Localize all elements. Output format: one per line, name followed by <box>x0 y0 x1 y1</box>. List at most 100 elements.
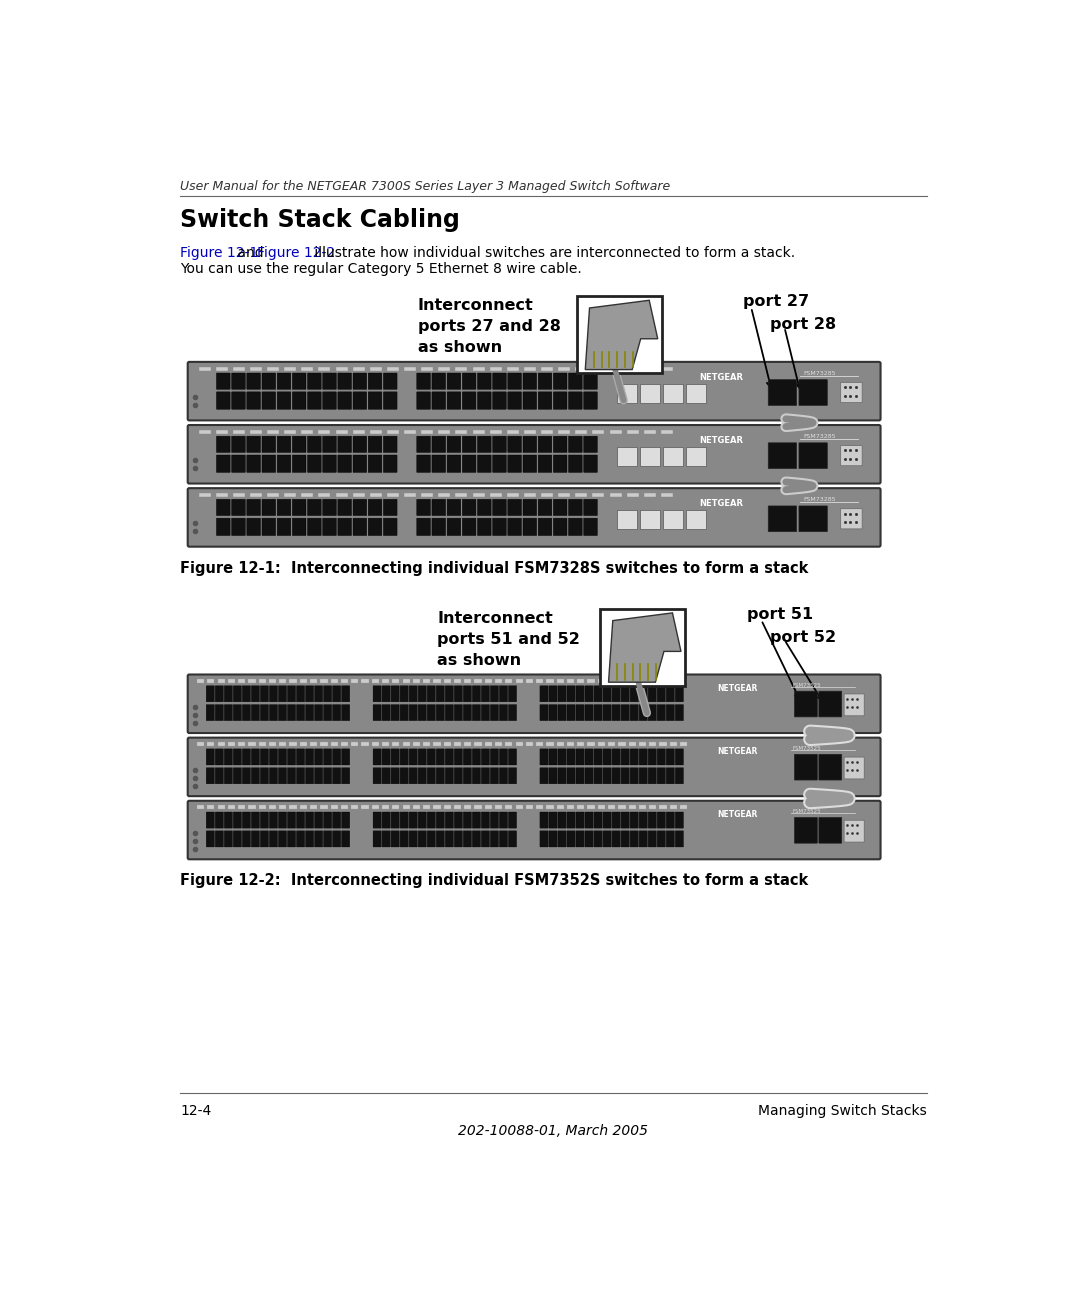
FancyBboxPatch shape <box>462 499 476 516</box>
FancyBboxPatch shape <box>540 767 549 784</box>
Bar <box>649 743 657 746</box>
Bar <box>556 743 564 746</box>
FancyBboxPatch shape <box>523 518 537 535</box>
FancyBboxPatch shape <box>436 813 445 828</box>
FancyBboxPatch shape <box>576 749 584 765</box>
FancyBboxPatch shape <box>630 705 638 721</box>
FancyBboxPatch shape <box>383 373 397 389</box>
FancyBboxPatch shape <box>583 437 597 452</box>
FancyBboxPatch shape <box>549 686 557 702</box>
Bar <box>485 743 491 746</box>
Text: Interconnect
ports 51 and 52
as shown: Interconnect ports 51 and 52 as shown <box>437 610 580 667</box>
FancyBboxPatch shape <box>260 831 269 848</box>
FancyBboxPatch shape <box>675 686 684 702</box>
Bar <box>629 805 636 809</box>
Bar <box>413 679 420 683</box>
Text: port 27: port 27 <box>743 294 810 310</box>
Bar <box>680 679 687 683</box>
Bar <box>280 679 286 683</box>
FancyBboxPatch shape <box>382 686 390 702</box>
Bar <box>567 743 575 746</box>
FancyBboxPatch shape <box>269 705 278 721</box>
FancyBboxPatch shape <box>338 437 351 452</box>
Bar <box>289 679 297 683</box>
FancyBboxPatch shape <box>686 511 706 529</box>
FancyBboxPatch shape <box>233 813 242 828</box>
Bar <box>353 367 365 371</box>
Bar <box>197 743 204 746</box>
FancyBboxPatch shape <box>576 686 584 702</box>
FancyBboxPatch shape <box>462 437 476 452</box>
Bar <box>310 743 318 746</box>
FancyBboxPatch shape <box>323 749 332 765</box>
FancyBboxPatch shape <box>509 705 516 721</box>
Bar <box>233 492 245 498</box>
Bar <box>372 743 379 746</box>
Polygon shape <box>585 301 658 369</box>
Bar <box>444 805 450 809</box>
Bar <box>577 679 584 683</box>
FancyBboxPatch shape <box>293 391 306 410</box>
FancyBboxPatch shape <box>455 749 462 765</box>
FancyBboxPatch shape <box>463 831 472 848</box>
FancyBboxPatch shape <box>840 446 862 465</box>
FancyBboxPatch shape <box>417 455 431 473</box>
Bar <box>505 679 513 683</box>
FancyBboxPatch shape <box>338 373 351 389</box>
FancyBboxPatch shape <box>455 767 462 784</box>
Bar <box>489 492 501 498</box>
Bar <box>269 805 276 809</box>
FancyBboxPatch shape <box>482 705 489 721</box>
FancyBboxPatch shape <box>293 518 306 535</box>
FancyBboxPatch shape <box>482 749 489 765</box>
Text: Figure 12-1: Figure 12-1 <box>180 246 258 260</box>
FancyBboxPatch shape <box>400 705 408 721</box>
Bar <box>567 805 575 809</box>
Bar <box>454 805 461 809</box>
Bar <box>330 805 338 809</box>
FancyBboxPatch shape <box>508 518 522 535</box>
FancyBboxPatch shape <box>447 437 461 452</box>
FancyBboxPatch shape <box>262 391 275 410</box>
FancyBboxPatch shape <box>639 749 647 765</box>
Bar <box>216 367 228 371</box>
Bar <box>670 743 677 746</box>
FancyBboxPatch shape <box>558 686 566 702</box>
FancyBboxPatch shape <box>845 693 864 715</box>
Bar <box>505 805 513 809</box>
Bar <box>626 430 638 434</box>
Bar <box>576 492 588 498</box>
FancyBboxPatch shape <box>279 749 286 765</box>
FancyBboxPatch shape <box>472 705 481 721</box>
FancyBboxPatch shape <box>553 518 567 535</box>
FancyBboxPatch shape <box>400 813 408 828</box>
Bar <box>577 805 584 809</box>
Bar <box>661 430 673 434</box>
Bar <box>216 430 228 434</box>
Text: FSM73285: FSM73285 <box>804 371 836 376</box>
FancyBboxPatch shape <box>612 749 620 765</box>
FancyBboxPatch shape <box>508 373 522 389</box>
FancyBboxPatch shape <box>603 749 611 765</box>
FancyBboxPatch shape <box>447 499 461 516</box>
FancyBboxPatch shape <box>648 705 657 721</box>
FancyBboxPatch shape <box>418 813 427 828</box>
FancyBboxPatch shape <box>188 425 880 483</box>
FancyBboxPatch shape <box>293 455 306 473</box>
FancyBboxPatch shape <box>391 831 400 848</box>
Bar <box>495 805 502 809</box>
Bar <box>233 367 245 371</box>
FancyBboxPatch shape <box>538 499 552 516</box>
FancyBboxPatch shape <box>278 373 291 389</box>
FancyBboxPatch shape <box>799 443 827 469</box>
Bar <box>289 743 297 746</box>
Bar <box>404 367 416 371</box>
FancyBboxPatch shape <box>490 767 499 784</box>
FancyBboxPatch shape <box>612 831 620 848</box>
Text: NETGEAR: NETGEAR <box>717 810 757 819</box>
FancyBboxPatch shape <box>639 511 660 529</box>
Bar <box>387 430 399 434</box>
Bar <box>433 805 441 809</box>
FancyBboxPatch shape <box>663 447 683 465</box>
FancyBboxPatch shape <box>306 749 313 765</box>
